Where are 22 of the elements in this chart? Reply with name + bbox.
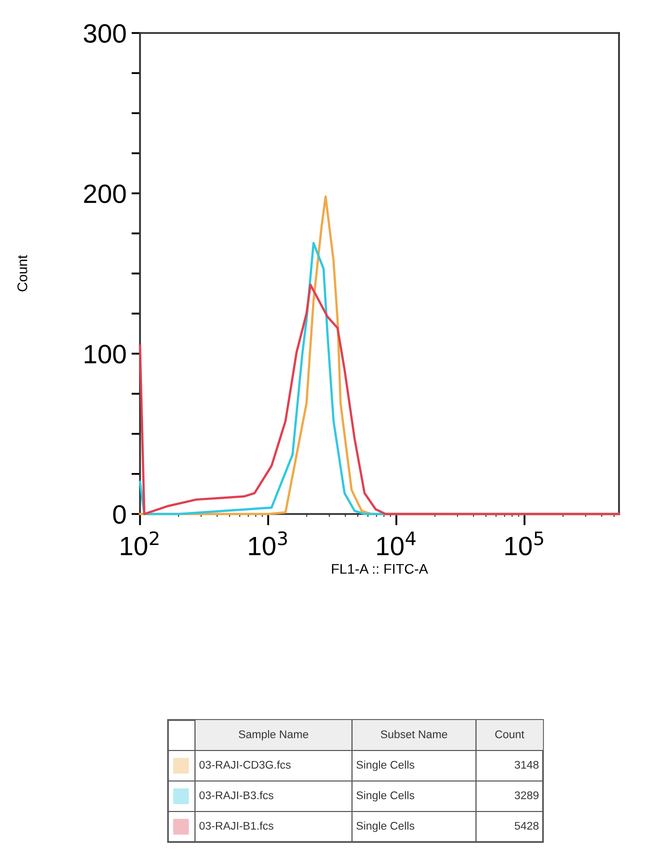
y-tick-label: 300 — [84, 24, 126, 43]
legend-label: 03-RAJI-CD3G.fcs — [199, 760, 291, 769]
text: Single Cells — [356, 760, 414, 771]
text: Sample Name — [238, 730, 308, 740]
y-tick-label: 200 — [84, 184, 126, 204]
text: Single Cells — [356, 822, 414, 832]
x-tick-label: 10$^{5}$ — [505, 532, 544, 556]
legend-label: 03-RAJI-B3.fcs — [199, 791, 274, 800]
x-axis-title: FL1-A :: FITC-A — [332, 564, 428, 574]
y-tick-label: 0 — [113, 505, 126, 524]
text: 5428 — [514, 822, 539, 830]
text: Count — [495, 730, 524, 738]
text: Single Cells — [356, 791, 414, 802]
text: Subset Name — [380, 730, 448, 738]
text: 3148 — [514, 760, 539, 769]
x-tick-label: 10$^{3}$ — [249, 531, 287, 556]
x-tick-label: 10$^{4}$ — [377, 532, 416, 556]
y-tick-label: 100 — [84, 344, 126, 364]
text: 3289 — [514, 791, 538, 800]
y-axis-title: Count — [17, 255, 28, 292]
x-tick-label: 10$^{2}$ — [120, 531, 158, 556]
legend-label: 03-RAJI-B1.fcs — [199, 822, 274, 830]
